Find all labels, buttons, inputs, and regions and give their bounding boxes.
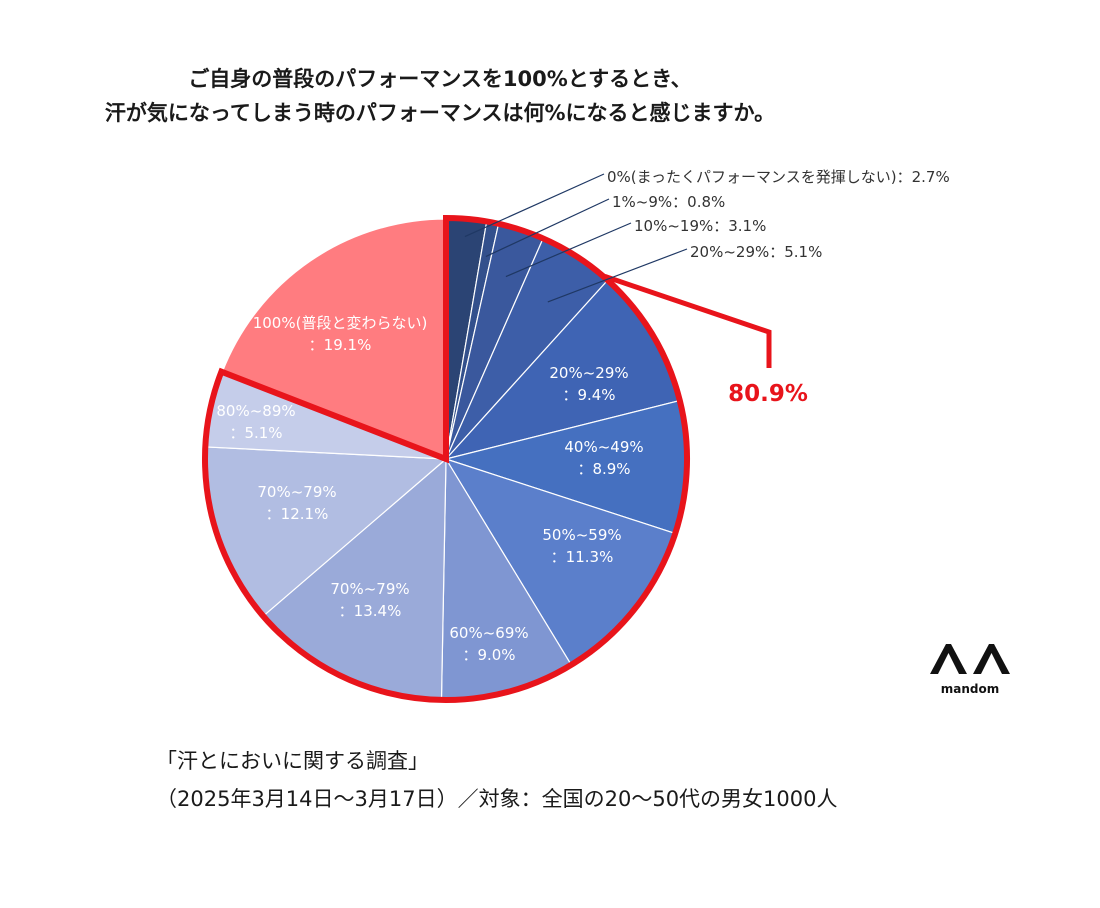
slice-label-value: ：11.3% <box>551 548 614 566</box>
slice-label-category: 70%~79% <box>257 483 336 501</box>
slice-label: 70%~79% ：13.4% <box>330 580 409 620</box>
leader-line <box>464 173 605 238</box>
slice-label-value: ：8.9% <box>577 460 630 478</box>
mandom-logo: mandom <box>924 640 1016 696</box>
slice-label: 60%~69% ：9.0% <box>449 624 528 664</box>
slice-label-value: ：9.0% <box>462 646 515 664</box>
slice-label-category: 100%(普段と変わらない) <box>253 314 428 332</box>
slice-label-category: 70%~79% <box>330 580 409 598</box>
leader-line <box>485 198 610 258</box>
highlight-bracket <box>603 274 772 368</box>
slice-label: 10%~19%：3.1% <box>634 217 766 235</box>
slice-label: 70%~79% ：12.1% <box>257 483 336 523</box>
leader-line <box>547 248 688 303</box>
survey-name: 「汗とにおいに関する調査」 <box>156 749 429 773</box>
slice-label: 100%(普段と変わらない) ：19.1% <box>253 314 428 354</box>
slice-label-category: 20%~29% <box>549 364 628 382</box>
slice-label-category: 60%~69% <box>449 624 528 642</box>
mandom-logo-mark <box>930 644 1010 674</box>
leader-line <box>505 222 632 278</box>
mandom-logo-text: mandom <box>940 682 1000 696</box>
slice-label-category: 80%~89% <box>216 402 295 420</box>
slice-label-value: ：9.4% <box>562 386 615 404</box>
survey-footer: 「汗とにおいに関する調査」 （2025年3月14日〜3月17日）／対象：全国の2… <box>156 742 838 818</box>
slice-label: 20%~29% ：9.4% <box>549 364 628 404</box>
slice-label-value: ：13.4% <box>339 602 402 620</box>
slice-label: 40%~49% ：8.9% <box>564 438 643 478</box>
slice-label: 80%~89% ：5.1% <box>216 402 295 442</box>
chart-title: ご自身の普段のパフォーマンスを100%とするとき、 汗が気になってしまう時のパフ… <box>60 62 820 130</box>
highlight-outline <box>202 214 690 703</box>
chart-title-line1: ご自身の普段のパフォーマンスを100%とするとき、 <box>188 67 692 91</box>
slice-label-value: ：12.1% <box>266 505 329 523</box>
survey-details: （2025年3月14日〜3月17日）／対象：全国の20〜50代の男女1000人 <box>156 787 838 811</box>
slice-label: 0%(まったくパフォーマンスを発揮しない)：2.7% <box>607 168 950 186</box>
highlight-value-label: 80.9% <box>728 381 808 407</box>
slice-label-value: ：5.1% <box>229 424 282 442</box>
pie-chart: 80.9% 0%(まったくパフォーマンスを発揮しない)：2.7% 1%~9%：0.8… <box>202 168 950 703</box>
chart-title-line2: 汗が気になってしまう時のパフォーマンスは何%になると感じますか。 <box>104 101 776 125</box>
slice-label-category: 50%~59% <box>542 526 621 544</box>
slice-label-value: ：19.1% <box>309 336 372 354</box>
slice-label-category: 40%~49% <box>564 438 643 456</box>
slice-label: 50%~59% ：11.3% <box>542 526 621 566</box>
pie-slice <box>221 218 447 460</box>
slice-label: 20%~29%：5.1% <box>690 243 822 261</box>
slice-label: 1%~9%：0.8% <box>612 193 725 211</box>
